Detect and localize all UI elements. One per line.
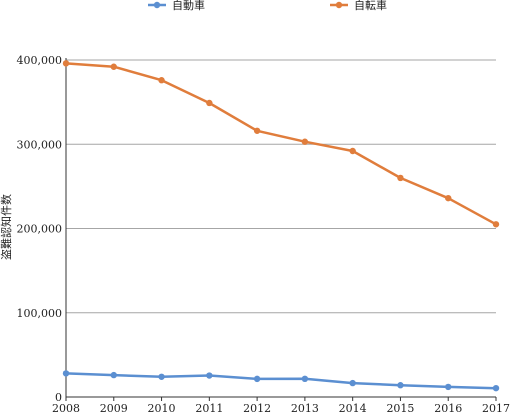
x-tick-label: 2011 (195, 402, 223, 414)
x-tick-label: 2016 (434, 402, 462, 414)
x-tick-label: 2015 (386, 402, 414, 414)
data-point (492, 221, 500, 228)
data-point (253, 127, 261, 134)
legend-label: 自動車 (172, 0, 205, 12)
data-point (397, 174, 404, 182)
data-point (445, 383, 452, 391)
y-tick-label: 300,000 (17, 138, 63, 151)
x-tick-label: 2014 (339, 402, 367, 414)
gridlines (66, 59, 496, 314)
x-tick-label: 2012 (243, 402, 271, 414)
data-point (206, 372, 213, 379)
data-point (445, 194, 452, 202)
x-tick-label: 2008 (52, 402, 80, 414)
data-point (492, 384, 500, 392)
y-tick-label: 200,000 (17, 223, 63, 236)
y-tick-label: 400,000 (17, 54, 63, 67)
y-axis-label: 盗難認知件数 (0, 194, 13, 260)
data-point (110, 371, 117, 379)
data-point (62, 370, 70, 377)
data-point (206, 99, 213, 107)
y-tick-label: 100,000 (17, 307, 63, 320)
data-point (158, 77, 165, 84)
legend: 自動車 自転車 (148, 0, 387, 12)
data-point (301, 138, 309, 145)
y-tick-label: 0 (55, 391, 62, 404)
x-tick-label: 2017 (482, 402, 510, 414)
legend-swatch-marker (153, 1, 161, 9)
series-line-2 (64, 62, 498, 226)
data-point (62, 60, 70, 67)
x-tick-label: 2010 (148, 402, 176, 414)
data-point (253, 375, 261, 383)
data-point (349, 379, 356, 387)
axes: 0 100,000 200,000 300,000 400,000 2008 2009 201… (17, 54, 511, 415)
legend-label: 自転車 (354, 0, 387, 12)
data-point (301, 375, 309, 383)
data-point (110, 63, 117, 70)
legend-swatch-marker (335, 1, 343, 9)
series (62, 60, 500, 392)
x-tick-label: 2013 (291, 402, 319, 414)
data-point (158, 373, 165, 380)
data-point (397, 382, 404, 389)
series-line-1 (64, 372, 498, 390)
data-point (349, 147, 356, 155)
x-tick-label: 2009 (100, 402, 128, 414)
